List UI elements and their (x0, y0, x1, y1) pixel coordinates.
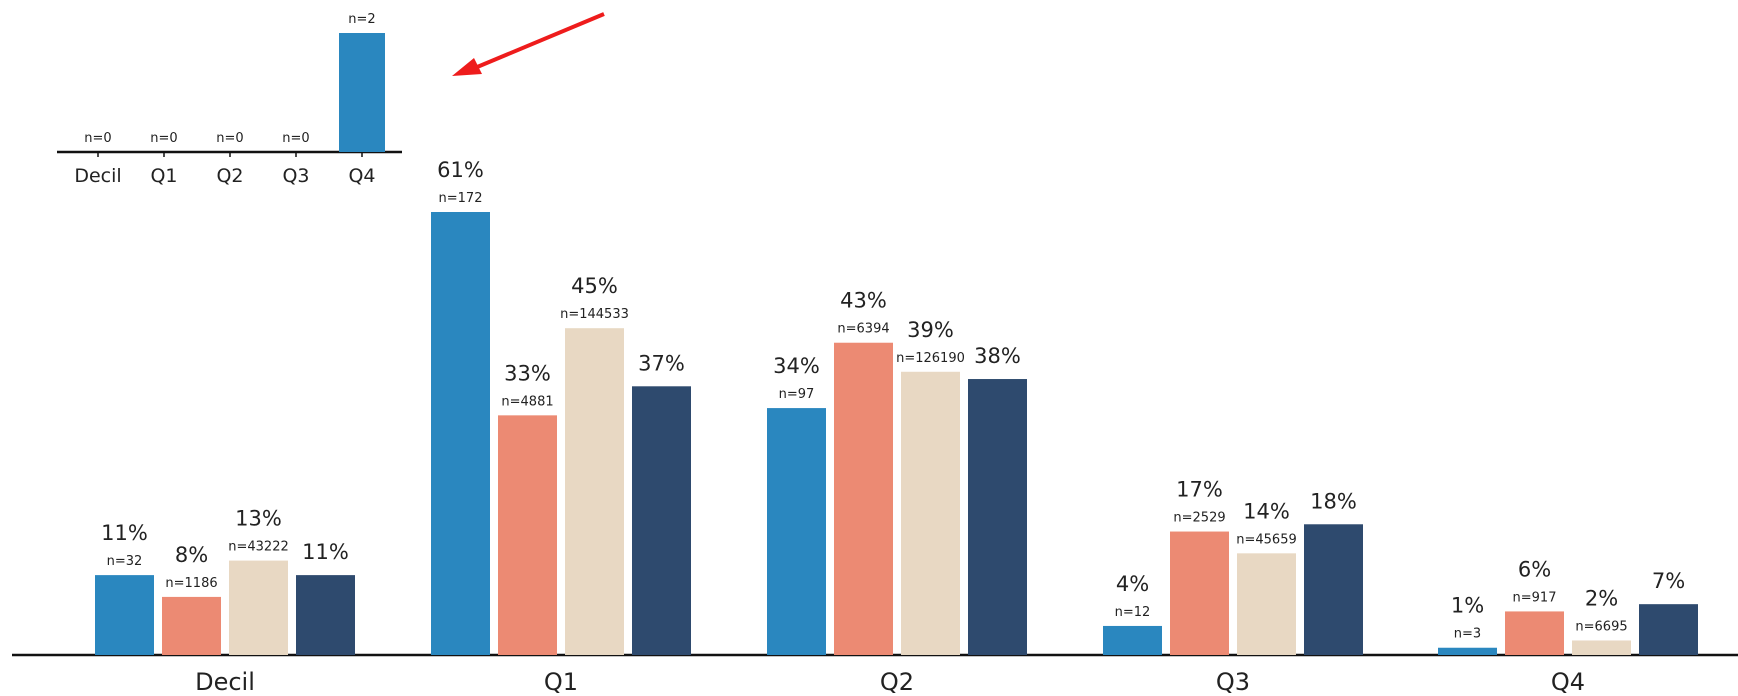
bar-q1-series-2 (498, 415, 557, 655)
bar-q4-series-1 (1438, 647, 1497, 655)
bar-decil-series-4 (296, 575, 355, 655)
x-tick-label: Q4 (1551, 668, 1585, 696)
inset-x-tick-label: Decil (74, 165, 121, 187)
main-bar-chart: n=32 11% n=1186 8% n=43222 13% 11% Decil n=172 61… (12, 158, 1738, 696)
percent-label: 1% (1451, 594, 1484, 618)
bar-q1-series-3 (565, 328, 624, 655)
inset-n-label: n=0 (84, 131, 111, 146)
inset-x-tick-label: Q4 (348, 165, 375, 187)
arrow-line (469, 12, 605, 72)
bar-decil-series-3 (229, 560, 288, 655)
bar-q3-series-1 (1103, 625, 1162, 655)
n-label: n=2529 (1173, 511, 1225, 526)
bar-q1-series-1 (431, 212, 490, 655)
bar-q2-series-3 (901, 371, 960, 655)
n-label: n=3 (1454, 627, 1481, 642)
inset-bar-chart: n=0 Decil n=0 Q1 n=0 Q2 n=0 Q3 n=2 Q4 (57, 12, 402, 187)
n-label: n=43222 (228, 540, 289, 555)
percent-label: 11% (302, 540, 349, 564)
n-label: n=1186 (165, 576, 217, 591)
inset-x-tick-label: Q2 (216, 165, 243, 187)
bar-q2-series-1 (767, 408, 826, 655)
percent-label: 37% (638, 351, 685, 375)
arrow-head (452, 58, 482, 76)
percent-label: 6% (1518, 557, 1551, 581)
bar-q1-series-4 (632, 386, 691, 655)
inset-bar-q4 (339, 33, 385, 152)
percent-label: 17% (1176, 478, 1223, 502)
inset-n-label: n=0 (150, 131, 177, 146)
bar-q4-series-2 (1505, 611, 1564, 655)
x-tick-label: Q1 (544, 668, 578, 696)
percent-label: 2% (1585, 586, 1618, 610)
percent-label: 14% (1243, 499, 1290, 523)
x-tick-label: Q2 (880, 668, 914, 696)
n-label: n=917 (1513, 590, 1557, 605)
percent-label: 34% (773, 354, 820, 378)
percent-label: 18% (1310, 489, 1357, 513)
n-label: n=97 (779, 387, 815, 402)
bar-decil-series-1 (95, 575, 154, 655)
percent-label: 38% (974, 344, 1021, 368)
annotation-arrow (452, 12, 605, 76)
bar-q3-series-3 (1237, 553, 1296, 655)
percent-label: 8% (175, 543, 208, 567)
percent-label: 13% (235, 507, 282, 531)
percent-label: 7% (1652, 569, 1685, 593)
bar-q4-series-3 (1572, 640, 1631, 655)
percent-label: 61% (437, 158, 484, 182)
n-label: n=6394 (837, 322, 889, 337)
inset-x-tick-label: Q3 (282, 165, 309, 187)
percent-label: 4% (1116, 572, 1149, 596)
inset-n-label: n=0 (282, 131, 309, 146)
inset-n-label: n=2 (348, 12, 375, 27)
n-label: n=6695 (1575, 619, 1627, 634)
n-label: n=12 (1115, 605, 1151, 620)
x-tick-label: Q3 (1216, 668, 1250, 696)
bar-q4-series-4 (1639, 604, 1698, 655)
bar-q3-series-4 (1304, 524, 1363, 655)
percent-label: 45% (571, 274, 618, 298)
n-label: n=4881 (501, 394, 553, 409)
percent-label: 33% (504, 361, 551, 385)
n-label: n=172 (439, 191, 483, 206)
inset-x-tick-label: Q1 (150, 165, 177, 187)
percent-label: 43% (840, 289, 887, 313)
bar-q2-series-4 (968, 379, 1027, 655)
x-tick-label: Decil (195, 668, 255, 696)
bar-q3-series-2 (1170, 531, 1229, 655)
percent-label: 39% (907, 318, 954, 342)
inset-n-label: n=0 (216, 131, 243, 146)
bar-decil-series-2 (162, 596, 221, 655)
percent-label: 11% (101, 521, 148, 545)
n-label: n=45659 (1236, 532, 1297, 547)
n-label: n=126190 (896, 351, 965, 366)
bar-q2-series-2 (834, 342, 893, 655)
n-label: n=144533 (560, 307, 629, 322)
n-label: n=32 (107, 554, 143, 569)
